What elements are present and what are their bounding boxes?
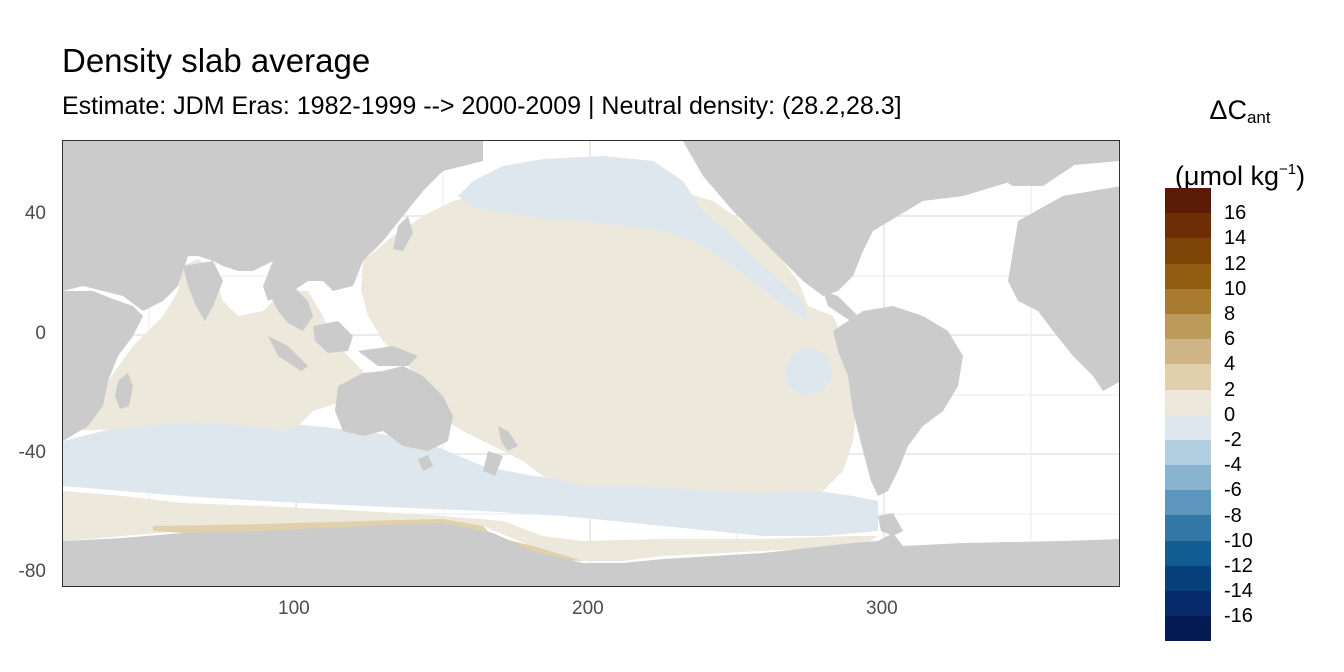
land-sumatra [268, 336, 308, 371]
legend-swatch [1165, 364, 1211, 390]
land-southeast-asia [268, 286, 313, 331]
legend-colorbar [1165, 188, 1211, 642]
map-panel [62, 140, 1120, 587]
land-madagascar [115, 373, 133, 409]
antarctic-positive-belt [63, 491, 878, 561]
legend-swatch [1165, 565, 1211, 591]
legend-label: -8 [1224, 504, 1242, 527]
legend-label: 6 [1224, 328, 1236, 351]
legend-label: -16 [1224, 605, 1253, 628]
y-tick-label: -80 [18, 561, 46, 582]
land-new-zealand-south [483, 451, 503, 476]
land-india [183, 261, 223, 321]
legend-swatch [1165, 515, 1211, 541]
legend-label: 8 [1224, 303, 1236, 325]
legend-label: -2 [1224, 429, 1242, 451]
legend-label: -4 [1224, 454, 1242, 477]
east-pacific-negative [785, 346, 833, 396]
y-tick-label: 40 [24, 203, 46, 224]
land-greenland [963, 141, 1083, 186]
land-new-guinea [358, 346, 418, 366]
land-layer [63, 141, 1119, 586]
map-svg [63, 141, 1119, 586]
legend-title-unit: (μmol kg−1) [1174, 161, 1306, 191]
legend-swatch [1165, 616, 1211, 642]
land-australia [335, 366, 453, 451]
x-tick-label: 300 [866, 598, 898, 619]
legend-swatch [1165, 213, 1211, 239]
legend-swatch [1165, 339, 1211, 365]
legend-title-variable: ΔCant [1209, 95, 1271, 127]
legend-swatch [1165, 188, 1211, 214]
land-eurasia [63, 141, 483, 311]
north-pacific-negative [458, 156, 808, 321]
legend-label: 14 [1224, 227, 1247, 250]
x-tick-label: 200 [572, 598, 604, 619]
legend-label: -10 [1224, 529, 1253, 552]
land-central-america [823, 291, 863, 326]
legend-label: 4 [1224, 353, 1236, 376]
legend-label: 16 [1224, 202, 1247, 225]
legend-swatch [1165, 238, 1211, 264]
legend-swatch [1165, 540, 1211, 566]
land-south-america [833, 306, 963, 496]
land-antarctica [63, 523, 1119, 586]
land-new-zealand [498, 426, 518, 451]
legend-swatch [1165, 414, 1211, 440]
legend-label: -14 [1224, 580, 1253, 603]
legend-label: -12 [1224, 555, 1253, 577]
legend-swatch [1165, 288, 1211, 314]
land-tasmania [418, 455, 433, 471]
legend-swatch [1165, 490, 1211, 516]
legend-swatch [1165, 263, 1211, 289]
legend-label: -6 [1224, 479, 1242, 502]
land-antarctic-peninsula [878, 513, 903, 536]
chart-title: Density slab average [62, 42, 371, 79]
southern-ocean-negative-band [63, 421, 878, 536]
ocean-data-layer [63, 156, 878, 561]
chart-subtitle: Estimate: JDM Eras: 1982-1999 --> 2000-2… [62, 92, 902, 120]
legend-label: 10 [1224, 277, 1247, 300]
legend-label: 2 [1224, 378, 1236, 401]
legend-swatch [1165, 465, 1211, 491]
legend-swatch [1165, 439, 1211, 466]
legend-label: 0 [1224, 403, 1236, 426]
legend-title: ΔCant (μmol kg−1) [1150, 84, 1330, 202]
legend-swatch [1165, 313, 1211, 340]
land-africa [63, 291, 143, 441]
x-tick-label: 100 [278, 598, 310, 619]
legend-swatch [1165, 389, 1211, 415]
land-japan [393, 216, 413, 251]
legend-swatch [1165, 591, 1211, 617]
land-indonesia-borneo [313, 321, 353, 353]
land-europe-africa-atlantic [1008, 186, 1119, 391]
legend-label: 12 [1224, 252, 1247, 275]
y-tick-label: -40 [18, 442, 46, 463]
y-tick-label: 0 [35, 323, 46, 344]
